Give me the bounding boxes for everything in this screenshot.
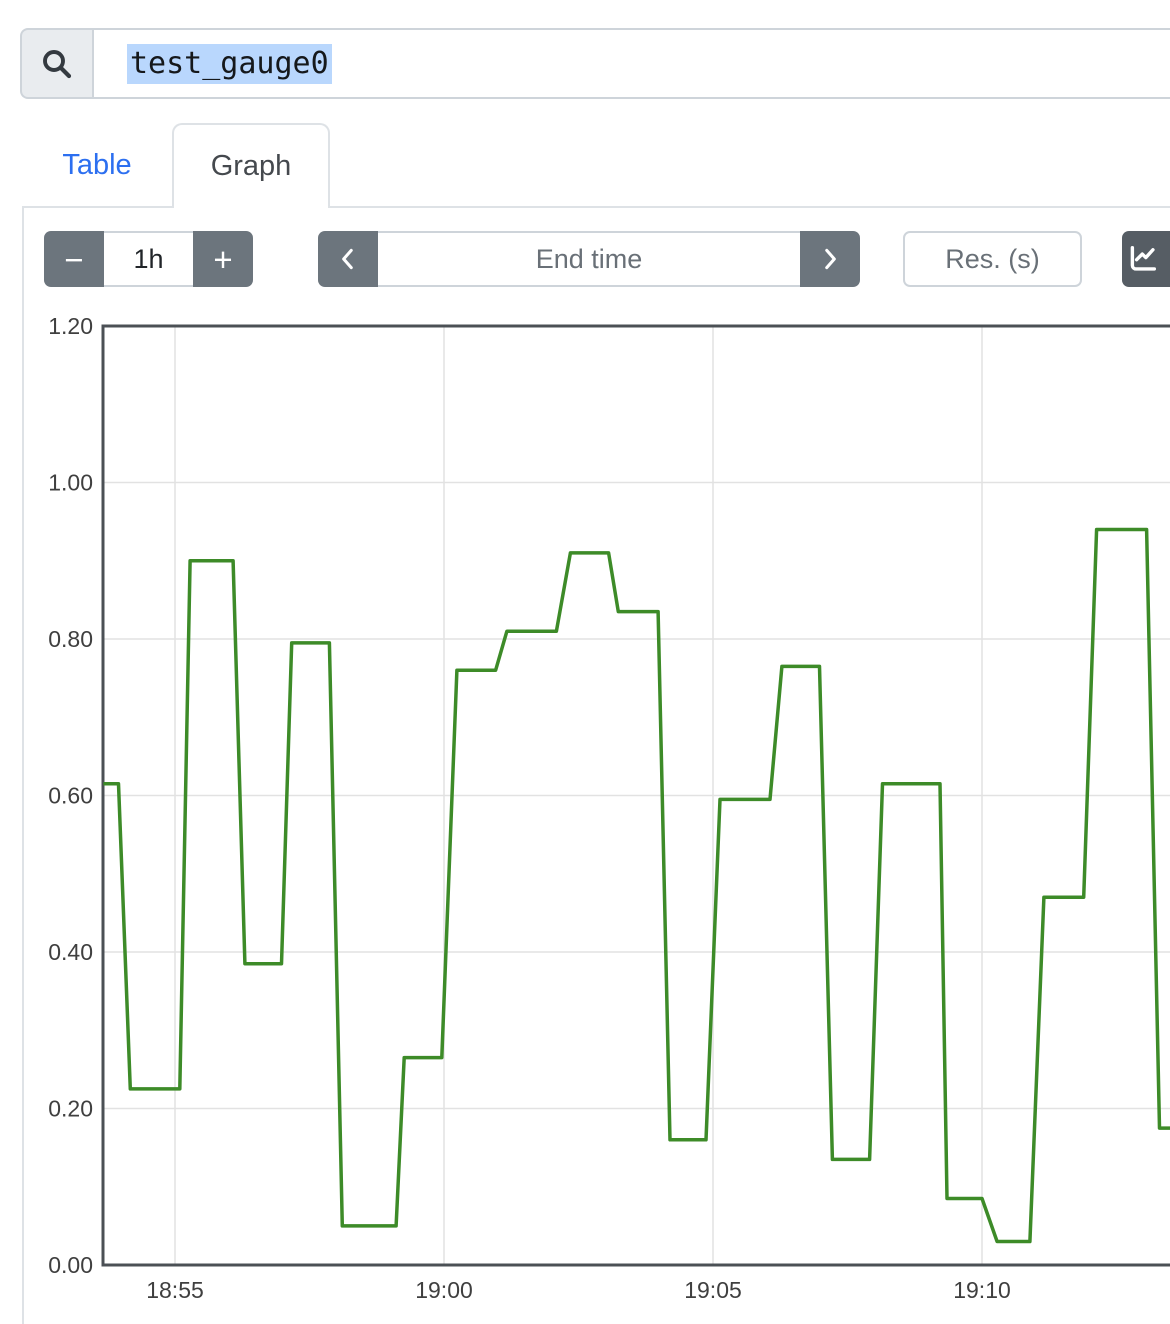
- plot-border: [101, 324, 1170, 1267]
- y-axis-tick-label: 1.20: [48, 313, 93, 339]
- y-axis-tick-label: 0.80: [48, 626, 93, 652]
- x-axis-tick-label: 18:55: [146, 1277, 204, 1303]
- tab-graph[interactable]: Graph: [172, 123, 330, 208]
- search-addon: [20, 28, 92, 99]
- query-input[interactable]: test_gauge0: [92, 28, 1170, 99]
- end-time-placeholder: End time: [535, 243, 643, 274]
- stacked-graph-toggle-button[interactable]: [1122, 231, 1170, 287]
- graph-canvas[interactable]: 0.00 0.20 0.40 0.60 0.80 1.00 1.20 18:55 19:00 19…: [0, 300, 1170, 1324]
- tab-graph-label: Graph: [210, 150, 292, 182]
- y-axis-tick-label: 1.00: [48, 470, 93, 496]
- y-axis-tick-label: 0.00: [48, 1252, 93, 1278]
- range-value: 1h: [133, 243, 164, 274]
- x-axis-tick-label: 19:00: [415, 1277, 473, 1303]
- y-axis-tick-label: 0.20: [48, 1096, 93, 1122]
- minus-icon: −: [64, 240, 84, 278]
- tab-table-label: Table: [62, 149, 132, 181]
- y-axis-tick-label: 0.60: [48, 783, 93, 809]
- y-axis-tick-label: 0.40: [48, 939, 93, 965]
- search-icon: [43, 49, 72, 78]
- range-decrease-button[interactable]: −: [44, 231, 104, 287]
- resolution-input[interactable]: Res. (s): [903, 231, 1082, 287]
- time-back-button[interactable]: [318, 231, 378, 287]
- graph-toolbar: − 1h + End time Res. (s): [0, 231, 1170, 287]
- x-axis-tick-label: 19:10: [953, 1277, 1011, 1303]
- chevron-right-icon: [825, 248, 836, 270]
- chevron-left-icon: [342, 248, 353, 270]
- range-input[interactable]: 1h: [104, 231, 193, 287]
- range-increase-button[interactable]: +: [193, 231, 253, 287]
- x-axis-tick-label: 19:05: [684, 1277, 742, 1303]
- plus-icon: +: [213, 240, 233, 278]
- query-input-group: test_gauge0: [20, 28, 1170, 99]
- series-line: [103, 527, 1170, 1244]
- graph-panel: [22, 206, 1170, 1324]
- tab-table[interactable]: Table: [22, 123, 172, 208]
- query-text-selected: test_gauge0: [127, 43, 332, 84]
- end-time-input[interactable]: End time: [378, 231, 800, 287]
- line-chart-icon: [1130, 245, 1157, 271]
- resolution-placeholder: Res. (s): [945, 243, 1040, 274]
- time-forward-button[interactable]: [800, 231, 860, 287]
